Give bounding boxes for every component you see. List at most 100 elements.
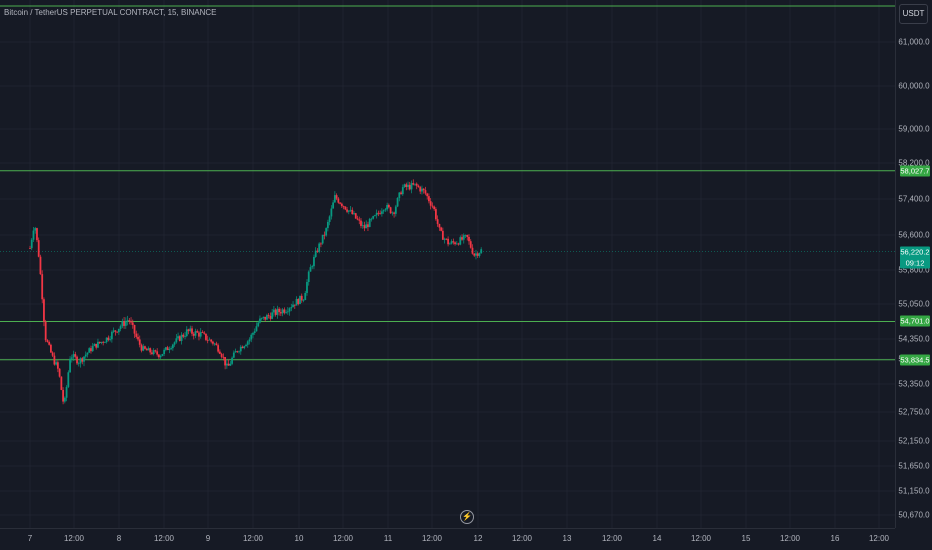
candle-body <box>189 328 192 332</box>
candle-body <box>417 185 420 188</box>
candle-body <box>206 339 209 341</box>
candle-body <box>93 343 96 347</box>
time-tick-label: 12:00 <box>601 534 623 543</box>
chart-title: Bitcoin / TetherUS PERPETUAL CONTRACT, 1… <box>4 8 217 17</box>
candle-body <box>346 209 348 212</box>
level-price-label: 53,834.5 <box>900 354 930 366</box>
candle-body <box>208 339 211 341</box>
candle-body <box>408 184 411 190</box>
candle-body <box>135 333 138 337</box>
candle-body <box>29 248 31 249</box>
time-axis-divider <box>0 528 895 529</box>
candle-body <box>154 350 157 352</box>
candle-body <box>384 209 387 211</box>
candle-body <box>466 234 469 237</box>
price-tick-label: 51,150.0 <box>898 486 930 496</box>
price-tick-label: 61,000.0 <box>898 37 930 47</box>
candle-body <box>367 224 369 228</box>
candle-body <box>147 348 150 351</box>
candle-body <box>248 339 251 342</box>
candle-body <box>368 218 371 228</box>
candle-body <box>76 356 78 364</box>
candle-body <box>332 202 335 209</box>
candle-body <box>288 308 291 312</box>
candle-body <box>475 253 477 256</box>
candle-body <box>379 213 382 215</box>
candle-body <box>43 299 45 322</box>
candle-body <box>340 203 343 207</box>
candle-body <box>48 341 51 345</box>
candle-body <box>372 216 375 219</box>
time-tick-label: 11 <box>383 534 393 543</box>
candle-body <box>163 349 166 355</box>
candle-body <box>286 311 289 313</box>
time-tick-label: 12:00 <box>332 534 354 543</box>
candle-body <box>454 242 456 245</box>
candle-body <box>121 321 124 327</box>
candle-body <box>60 376 63 390</box>
candle-body <box>440 227 443 231</box>
candle-body <box>184 336 186 337</box>
candle-body <box>44 321 47 341</box>
candle-body <box>281 309 284 314</box>
candle-body <box>56 362 59 369</box>
candle-body <box>469 241 472 248</box>
candle-body <box>171 344 174 349</box>
candle-body <box>232 352 235 358</box>
candle-body <box>351 209 354 215</box>
candle-body <box>210 339 213 342</box>
level-price-label: 54,701.0 <box>900 315 930 327</box>
price-chart-canvas[interactable] <box>0 0 895 528</box>
candle-body <box>250 334 253 340</box>
bar-countdown: 09:12 <box>905 258 925 268</box>
candle-body <box>30 239 33 249</box>
last-price-value: 56,220.2 <box>900 247 930 257</box>
candle-body <box>112 330 115 332</box>
candle-body <box>433 206 436 210</box>
candle-body <box>100 341 103 343</box>
candle-body <box>309 267 312 272</box>
candle-body <box>130 321 132 323</box>
candle-body <box>234 351 237 353</box>
candle-body <box>438 223 441 228</box>
price-tick-label: 60,000.0 <box>898 81 930 91</box>
price-tick-label: 55,050.0 <box>898 299 930 309</box>
candle-body <box>63 397 66 402</box>
candle-body <box>410 183 413 190</box>
candle-body <box>356 218 359 220</box>
candle-body <box>109 339 112 341</box>
candle-body <box>58 368 61 377</box>
time-tick-label: 12:00 <box>511 534 533 543</box>
candle-body <box>302 300 305 301</box>
candle-body <box>152 350 155 354</box>
candle-body <box>304 292 307 301</box>
candle-body <box>290 307 293 309</box>
candle-body <box>255 326 258 332</box>
price-tick-label: 52,750.0 <box>898 407 930 417</box>
price-tick-label: 59,000.0 <box>898 124 930 134</box>
candle-body <box>353 213 355 215</box>
candle-body <box>239 346 242 352</box>
candle-body <box>205 333 207 340</box>
lightning-icon[interactable]: ⚡ <box>460 510 474 524</box>
candle-body <box>386 204 389 210</box>
candle-body <box>50 344 52 353</box>
currency-button[interactable]: USDT <box>899 4 928 24</box>
candle-body <box>79 358 82 364</box>
candle-body <box>213 343 216 345</box>
time-tick-label: 14 <box>652 534 662 543</box>
candle-body <box>431 205 434 207</box>
time-tick-label: 16 <box>830 534 840 543</box>
candle-body <box>245 344 247 347</box>
candle-body <box>264 316 267 320</box>
candle-body <box>218 351 221 354</box>
price-tick-label: 57,400.0 <box>898 194 930 204</box>
candle-body <box>145 348 148 351</box>
candle-body <box>91 346 94 352</box>
candle-body <box>283 309 286 313</box>
candle-body <box>110 331 113 340</box>
candle-body <box>401 187 404 195</box>
candle-body <box>347 210 350 212</box>
time-tick-label: 12:00 <box>868 534 890 543</box>
